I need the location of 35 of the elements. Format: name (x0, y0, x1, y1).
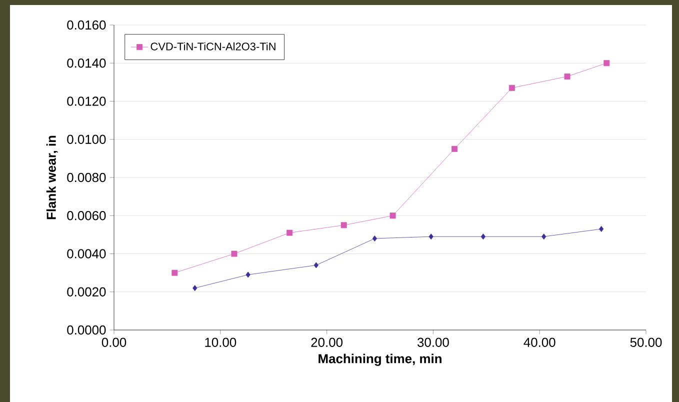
point (314, 262, 318, 268)
x-tick-label: 0.00 (102, 338, 126, 347)
x-axis-title: Machining time, min (318, 354, 442, 366)
legend-label: CVD-TiN-TiCN-Al2O3-TiN (150, 42, 276, 50)
point (542, 234, 546, 240)
x-tick-label: 50.00 (630, 338, 662, 347)
x-tick-label: 20.00 (311, 338, 343, 347)
point (192, 285, 198, 292)
x-tick-label: 30.00 (418, 338, 449, 347)
x-tick-label: 10.00 (205, 338, 236, 347)
y-tick-label: 0.0000 (67, 325, 106, 335)
point (480, 234, 486, 240)
y-tick-label: 0.0020 (67, 287, 106, 296)
point (508, 84, 515, 91)
point (451, 146, 458, 152)
point (428, 234, 434, 240)
point (172, 270, 178, 276)
y-tick-label: 0.0140 (67, 58, 106, 68)
y-tick-label: 0.0080 (67, 172, 106, 182)
point (286, 230, 293, 236)
y-tick-label: 0.0160 (67, 20, 106, 30)
point (246, 272, 250, 278)
point (372, 236, 377, 242)
y-tick-label: 0.0120 (67, 96, 106, 106)
y-tick-label: 0.0060 (67, 211, 106, 220)
point (231, 250, 238, 257)
x-tick-label: 40.00 (524, 338, 556, 347)
point (340, 222, 347, 228)
y-axis-title: Flank wear, in (46, 136, 58, 220)
point (599, 226, 604, 232)
y-tick-label: 0.0040 (67, 249, 106, 258)
point (604, 60, 610, 66)
y-tick-label: 0.0100 (67, 134, 106, 144)
point (564, 73, 570, 80)
point (390, 212, 396, 219)
